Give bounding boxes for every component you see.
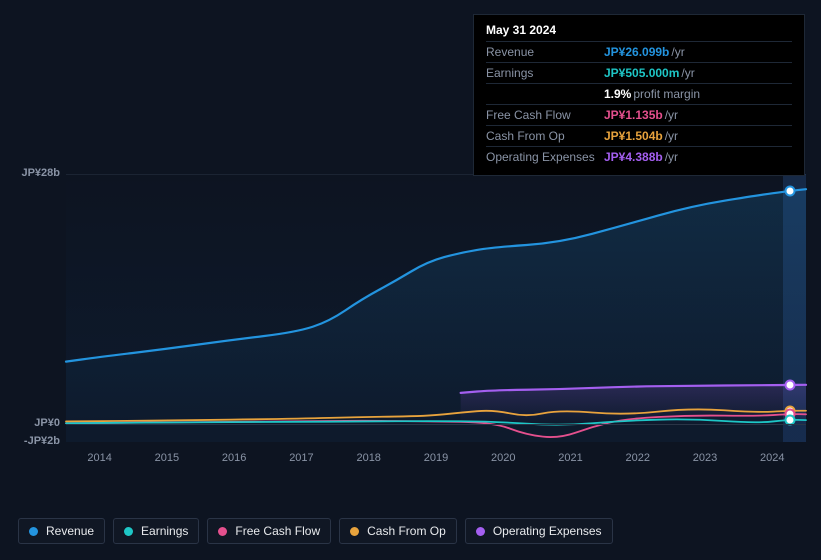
legend-swatch bbox=[29, 527, 38, 536]
plot-area[interactable] bbox=[66, 174, 806, 442]
chart-lines bbox=[66, 174, 806, 442]
tooltip-row: EarningsJP¥505.000m/yr bbox=[486, 62, 792, 83]
legend-swatch bbox=[350, 527, 359, 536]
legend-item-revenue[interactable]: Revenue bbox=[18, 518, 105, 544]
x-axis-tick: 2018 bbox=[335, 452, 402, 474]
tooltip-value: JP¥1.135b bbox=[604, 107, 663, 123]
y-axis-label: -JP¥2b bbox=[24, 435, 60, 447]
series-marker bbox=[786, 416, 793, 423]
tooltip-unit: profit margin bbox=[631, 86, 700, 102]
series-marker bbox=[786, 381, 793, 388]
legend-item-earnings[interactable]: Earnings bbox=[113, 518, 199, 544]
tooltip-value: JP¥505.000m bbox=[604, 65, 679, 81]
y-axis-label: JP¥0 bbox=[34, 417, 60, 429]
tooltip-label: Revenue bbox=[486, 44, 604, 60]
legend-label: Revenue bbox=[46, 524, 94, 538]
x-axis-tick: 2019 bbox=[402, 452, 469, 474]
tooltip-label: Cash From Op bbox=[486, 128, 604, 144]
x-axis-tick: 2014 bbox=[66, 452, 133, 474]
tooltip-unit: /yr bbox=[679, 65, 694, 81]
x-axis-tick: 2023 bbox=[671, 452, 738, 474]
financials-chart[interactable]: 2014201520162017201820192020202120222023… bbox=[18, 164, 806, 474]
x-axis-tick: 2016 bbox=[201, 452, 268, 474]
tooltip-row: Operating ExpensesJP¥4.388b/yr bbox=[486, 146, 792, 167]
tooltip-unit: /yr bbox=[669, 44, 684, 60]
x-axis-tick: 2015 bbox=[133, 452, 200, 474]
tooltip-panel: May 31 2024 RevenueJP¥26.099b/yrEarnings… bbox=[473, 14, 805, 176]
tooltip-unit: /yr bbox=[663, 128, 678, 144]
legend-label: Free Cash Flow bbox=[235, 524, 320, 538]
x-axis: 2014201520162017201820192020202120222023… bbox=[66, 452, 806, 474]
legend-label: Earnings bbox=[141, 524, 188, 538]
legend-swatch bbox=[124, 527, 133, 536]
legend-item-cfo[interactable]: Cash From Op bbox=[339, 518, 457, 544]
legend-label: Cash From Op bbox=[367, 524, 446, 538]
legend-swatch bbox=[218, 527, 227, 536]
tooltip-unit: /yr bbox=[663, 149, 678, 165]
x-axis-tick: 2022 bbox=[604, 452, 671, 474]
tooltip-unit: /yr bbox=[663, 107, 678, 123]
tooltip-value: JP¥1.504b bbox=[604, 128, 663, 144]
tooltip-row: RevenueJP¥26.099b/yr bbox=[486, 41, 792, 62]
x-axis-tick: 2024 bbox=[739, 452, 806, 474]
tooltip-value: JP¥26.099b bbox=[604, 44, 669, 60]
series-marker bbox=[786, 187, 793, 194]
x-axis-tick: 2021 bbox=[537, 452, 604, 474]
tooltip-label: Earnings bbox=[486, 65, 604, 81]
tooltip-label bbox=[486, 86, 604, 102]
legend-label: Operating Expenses bbox=[493, 524, 602, 538]
tooltip-date: May 31 2024 bbox=[486, 23, 792, 41]
tooltip-label: Free Cash Flow bbox=[486, 107, 604, 123]
tooltip-rows: RevenueJP¥26.099b/yrEarningsJP¥505.000m/… bbox=[486, 41, 792, 167]
y-axis-label: JP¥28b bbox=[21, 167, 60, 179]
x-axis-tick: 2017 bbox=[268, 452, 335, 474]
legend-swatch bbox=[476, 527, 485, 536]
tooltip-value: JP¥4.388b bbox=[604, 149, 663, 165]
tooltip-row: Free Cash FlowJP¥1.135b/yr bbox=[486, 104, 792, 125]
tooltip-label: Operating Expenses bbox=[486, 149, 604, 165]
tooltip-value: 1.9% bbox=[604, 86, 631, 102]
legend-item-opex[interactable]: Operating Expenses bbox=[465, 518, 613, 544]
legend-item-fcf[interactable]: Free Cash Flow bbox=[207, 518, 331, 544]
legend: Revenue Earnings Free Cash Flow Cash From O… bbox=[18, 518, 613, 544]
tooltip-row: 1.9%profit margin bbox=[486, 83, 792, 104]
gridline bbox=[66, 424, 806, 425]
tooltip-row: Cash From OpJP¥1.504b/yr bbox=[486, 125, 792, 146]
x-axis-tick: 2020 bbox=[470, 452, 537, 474]
